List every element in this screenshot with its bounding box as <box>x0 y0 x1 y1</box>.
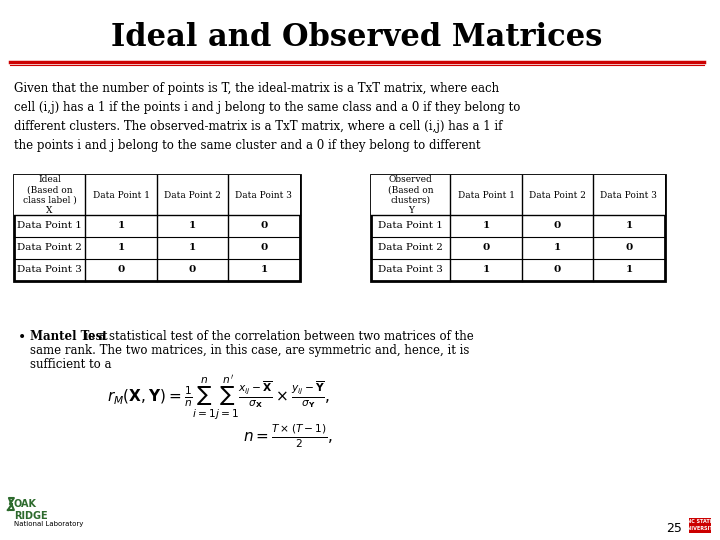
Text: Data Point 2: Data Point 2 <box>164 191 221 199</box>
Bar <box>14 175 300 281</box>
Text: 1: 1 <box>117 221 125 231</box>
Text: Observed
(Based on
clusters)
Y: Observed (Based on clusters) Y <box>388 175 433 215</box>
Text: 0: 0 <box>189 266 196 274</box>
Text: 0: 0 <box>117 266 125 274</box>
Text: 0: 0 <box>260 221 268 231</box>
Text: •: • <box>18 330 26 344</box>
Text: NC STATE
UNIVERSITY: NC STATE UNIVERSITY <box>684 519 717 531</box>
Text: National Laboratory: National Laboratory <box>14 521 84 527</box>
Text: Data Point 3: Data Point 3 <box>235 191 292 199</box>
Text: Data Point 2: Data Point 2 <box>17 244 82 253</box>
Text: 0: 0 <box>260 244 268 253</box>
Text: Given that the number of points is T, the ideal-matrix is a TxT matrix, where ea: Given that the number of points is T, th… <box>14 82 521 152</box>
Text: Data Point 3: Data Point 3 <box>17 266 82 274</box>
Text: Data Point 1: Data Point 1 <box>93 191 150 199</box>
Text: 0: 0 <box>625 244 633 253</box>
Text: Data Point 1: Data Point 1 <box>17 221 82 231</box>
Text: $n = \frac{T \times (T-1)}{2},$: $n = \frac{T \times (T-1)}{2},$ <box>243 422 333 450</box>
Text: Ideal and Observed Matrices: Ideal and Observed Matrices <box>112 23 603 53</box>
Text: Data Point 1: Data Point 1 <box>378 221 443 231</box>
Text: sufficient to a: sufficient to a <box>30 358 112 371</box>
Text: 1: 1 <box>189 244 196 253</box>
Bar <box>14 175 300 215</box>
Text: $r_M(\mathbf{X}, \mathbf{Y}) = \frac{1}{n}\sum_{i=1}^{n}\sum_{j=1}^{n'}\frac{x_{: $r_M(\mathbf{X}, \mathbf{Y}) = \frac{1}{… <box>107 374 330 422</box>
Bar <box>690 518 711 533</box>
Text: Data Point 1: Data Point 1 <box>458 191 515 199</box>
Text: Mantel Test: Mantel Test <box>30 330 107 343</box>
Text: Data Point 3: Data Point 3 <box>378 266 443 274</box>
Text: 1: 1 <box>117 244 125 253</box>
Bar <box>371 175 665 215</box>
Text: same rank. The two matrices, in this case, are symmetric and, hence, it is: same rank. The two matrices, in this cas… <box>30 344 469 357</box>
Text: Data Point 3: Data Point 3 <box>600 191 657 199</box>
Text: 0: 0 <box>554 221 561 231</box>
Text: 1: 1 <box>482 266 490 274</box>
Text: 1: 1 <box>625 266 633 274</box>
Bar <box>371 175 665 281</box>
Text: 0: 0 <box>554 266 561 274</box>
Text: OAK
RIDGE: OAK RIDGE <box>14 499 48 521</box>
Text: is a statistical test of the correlation between two matrices of the: is a statistical test of the correlation… <box>81 330 474 343</box>
Text: 1: 1 <box>260 266 268 274</box>
Text: Data Point 2: Data Point 2 <box>378 244 443 253</box>
Text: Ideal
(Based on
class label )
X: Ideal (Based on class label ) X <box>23 175 76 215</box>
Text: 1: 1 <box>554 244 561 253</box>
Text: 1: 1 <box>482 221 490 231</box>
Text: 1: 1 <box>189 221 196 231</box>
Text: 0: 0 <box>482 244 490 253</box>
Text: 1: 1 <box>625 221 633 231</box>
Text: Data Point 2: Data Point 2 <box>529 191 586 199</box>
Text: 25: 25 <box>667 522 683 535</box>
